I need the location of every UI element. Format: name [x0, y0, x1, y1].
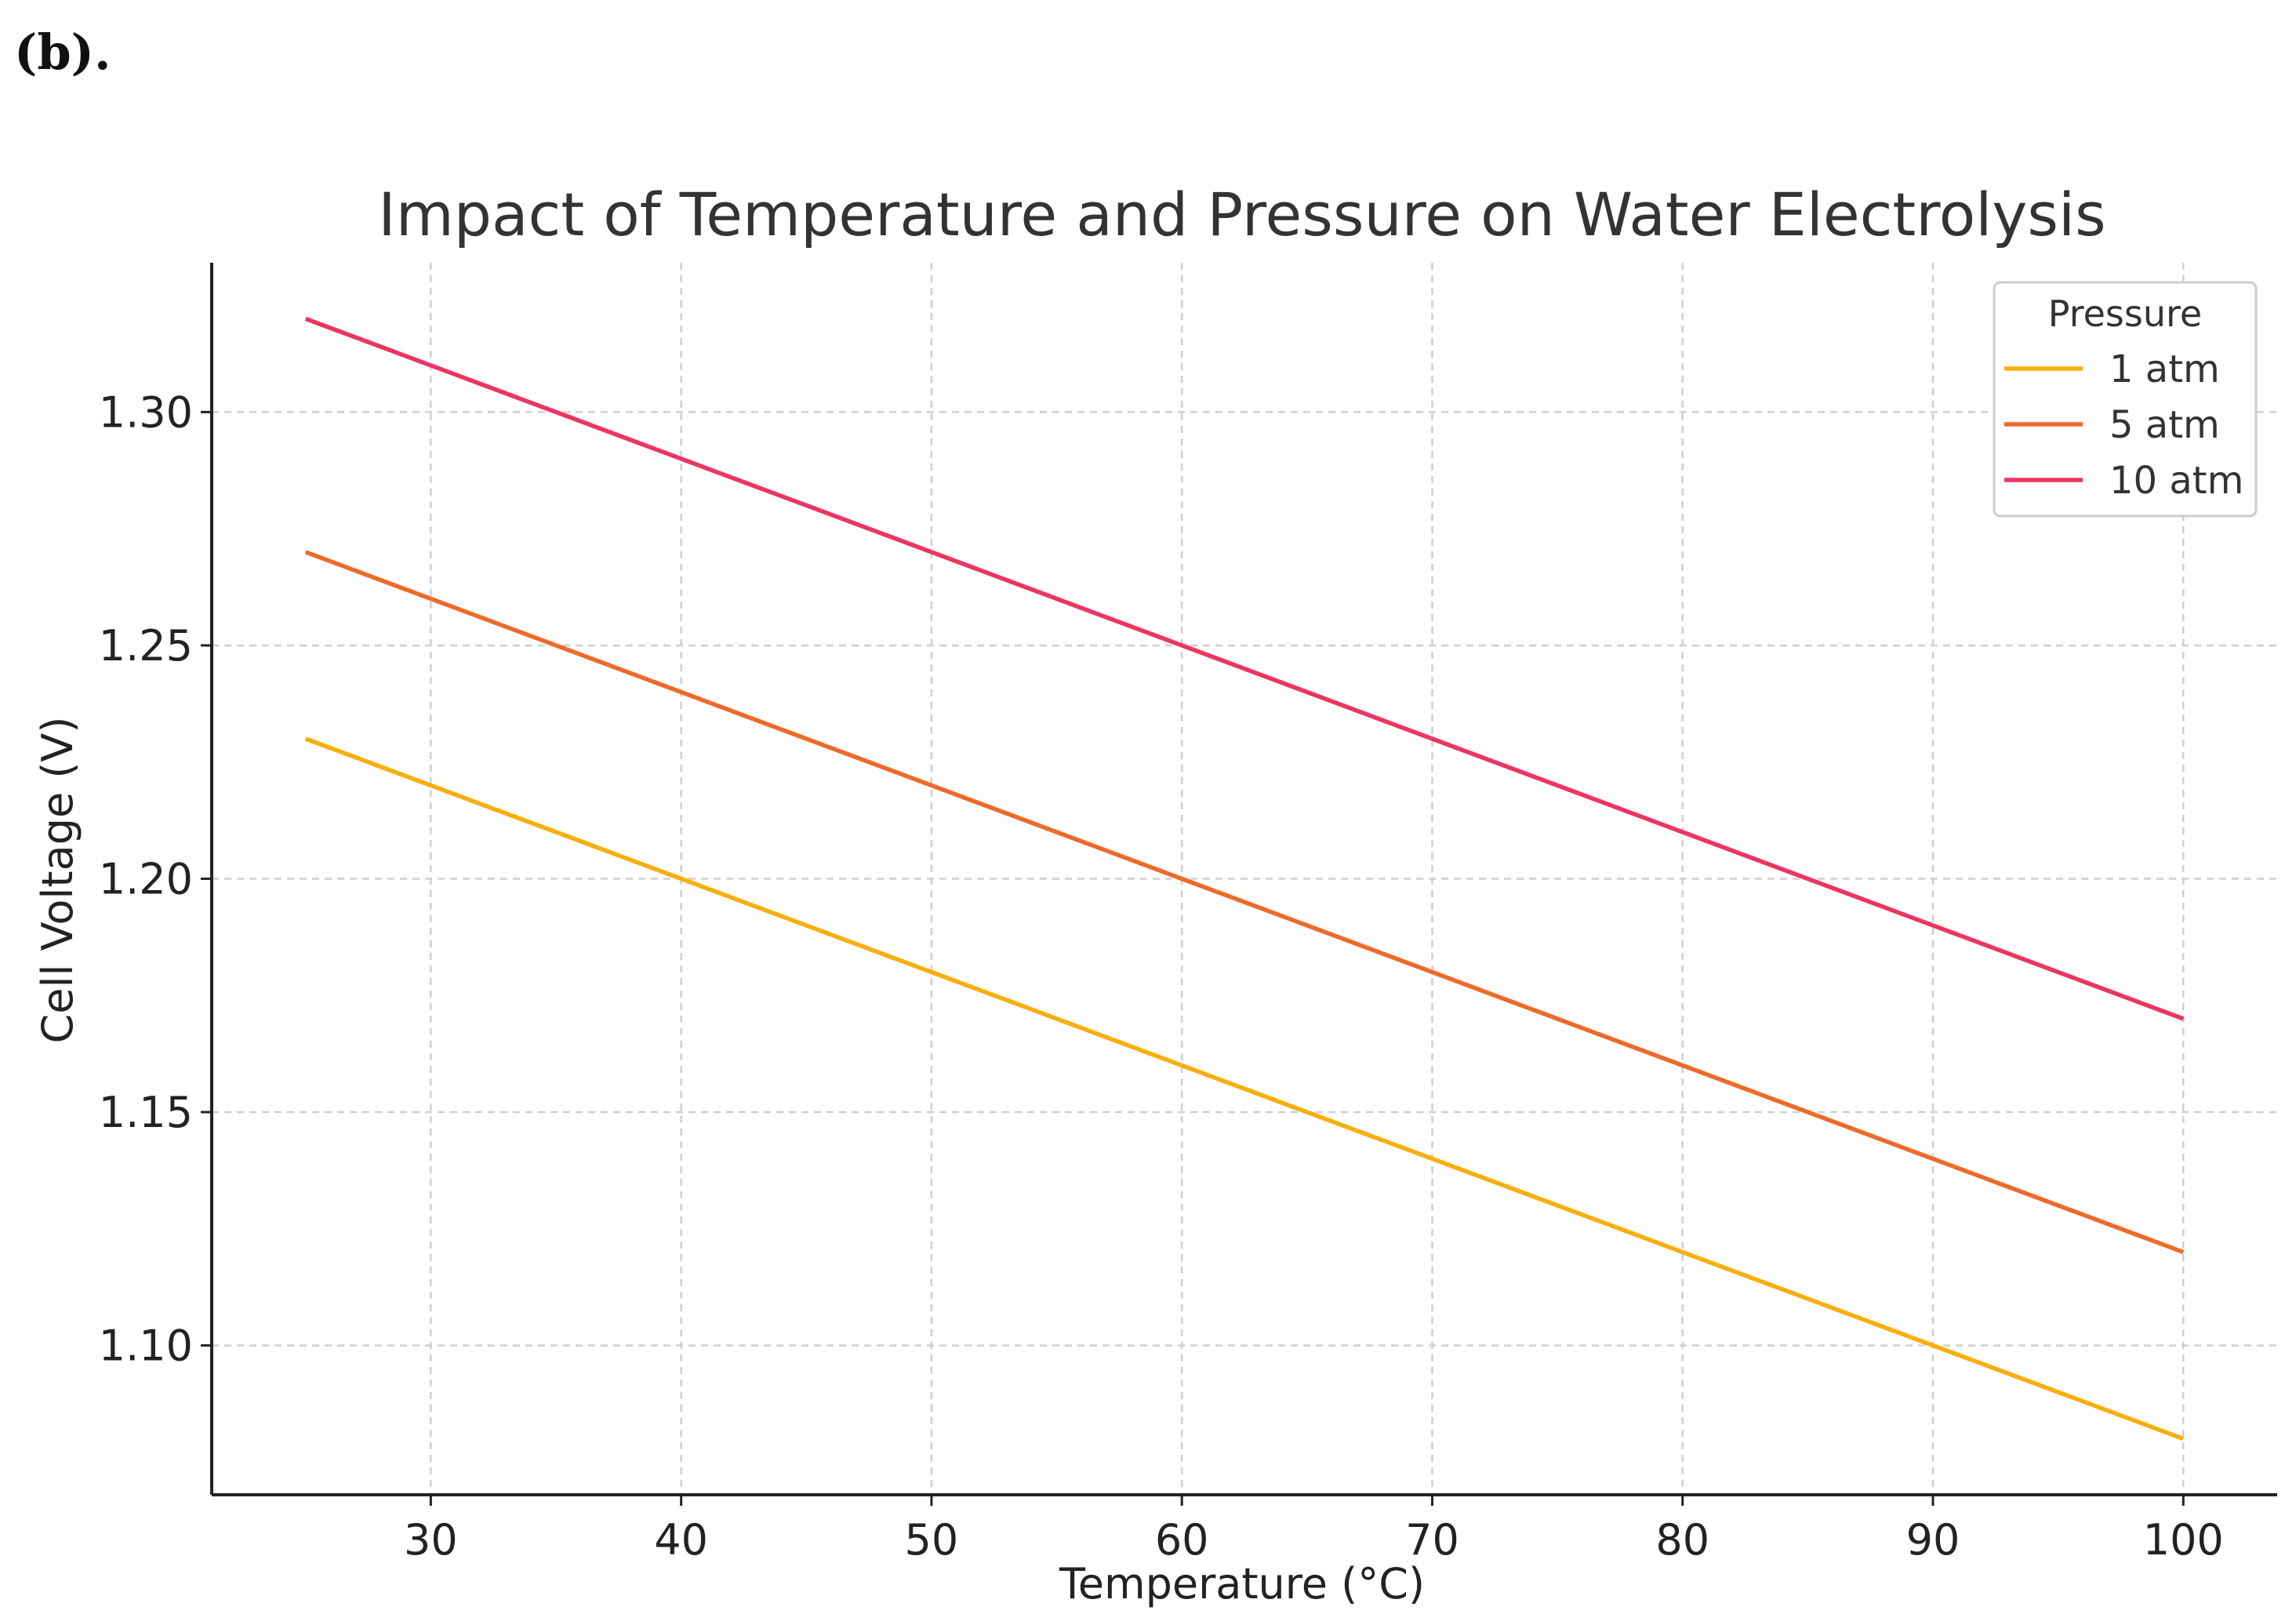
grid-lines [212, 263, 2277, 1495]
y-tick-label: 1.30 [99, 387, 193, 437]
x-tick-label: 80 [1655, 1515, 1709, 1565]
x-tick-label: 70 [1405, 1515, 1459, 1565]
legend-label: 5 atm [2109, 403, 2220, 447]
y-tick-label: 1.25 [99, 621, 193, 671]
x-tick-label: 60 [1155, 1515, 1209, 1565]
legend-items: 1 atm 5 atm 10 atm [2004, 347, 2243, 503]
series-line-5-atm [304, 550, 2185, 1255]
legend-label: 10 atm [2109, 459, 2243, 503]
x-tick-label: 40 [654, 1515, 708, 1565]
series-lines [304, 316, 2185, 1441]
legend: Pressure 1 atm 5 atm 10 atm [1993, 281, 2258, 518]
legend-title: Pressure [2048, 293, 2202, 335]
series-line-10-atm [304, 316, 2185, 1021]
x-tick-label: 30 [404, 1515, 458, 1565]
y-axis-label: Cell Voltage (V) [33, 717, 82, 1044]
y-tick-label: 1.15 [99, 1088, 193, 1137]
legend-frame [1993, 281, 2258, 518]
x-tick-label: 100 [2143, 1515, 2224, 1565]
y-tick-label: 1.10 [99, 1321, 193, 1371]
x-tick-label: 90 [1906, 1515, 1960, 1565]
legend-label: 1 atm [2109, 347, 2220, 391]
panel-label: (b). [14, 24, 111, 81]
x-axis-label: Temperature (°C) [1059, 1559, 1425, 1609]
chart-title: Impact of Temperature and Pressure on Wa… [378, 180, 2105, 249]
y-tick-label: 1.20 [99, 855, 193, 904]
tick-labels: 30 40 50 60 70 80 90 100 1.10 1.15 1.20 1.25 1.30 [99, 387, 2224, 1565]
x-tick-label: 50 [905, 1515, 959, 1565]
series-line-1-atm [304, 736, 2185, 1441]
